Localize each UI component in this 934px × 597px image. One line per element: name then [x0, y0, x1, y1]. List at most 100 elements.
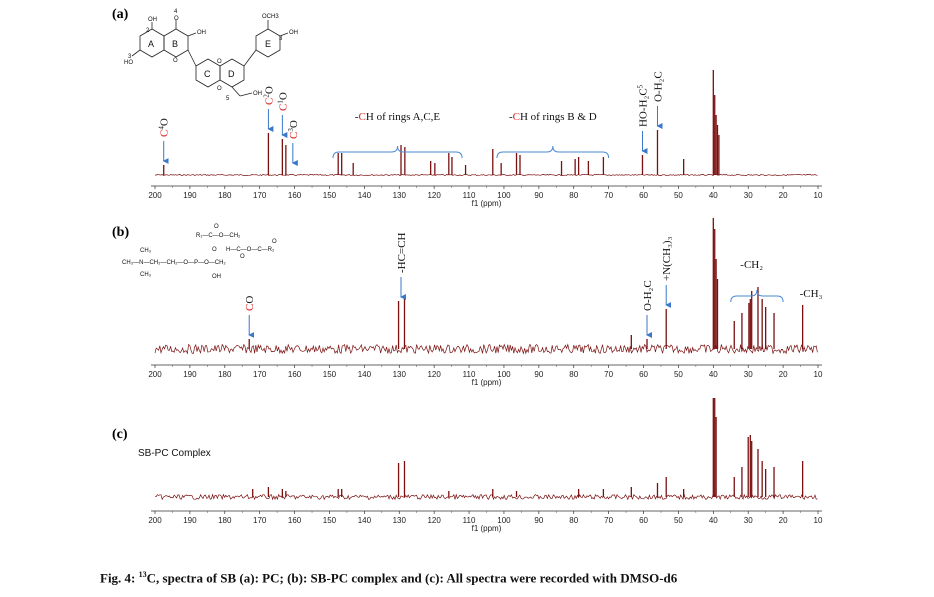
bracket-label-pre: - [509, 111, 513, 123]
struct-text: OH [212, 274, 221, 280]
annotation-text: O-H₂C [642, 280, 654, 311]
annotation-sup: 5 [636, 84, 644, 88]
x-tick-label: 50 [674, 516, 683, 525]
x-tick-label: 50 [674, 370, 683, 379]
peak-annotation: C3O [287, 120, 300, 139]
panel-b-label: (b) [112, 225, 129, 240]
x-tick-label: 140 [358, 516, 372, 525]
x-tick-label: 180 [218, 191, 232, 200]
peak-annotation: HO-H₂C5 [636, 84, 649, 127]
x-tick-label: 70 [604, 191, 613, 200]
x-tick-label: 130 [393, 370, 407, 379]
silybin-structure [131, 20, 289, 97]
panel-a-label: (a) [112, 7, 129, 22]
annotation-text: O-H₂C [652, 71, 664, 102]
peak-annotation: C2O [262, 86, 275, 105]
annotation-rest: O [263, 86, 275, 94]
x-tick-label: 110 [463, 370, 476, 379]
bracket-label-carbon: C [513, 111, 520, 123]
struct-text: O [174, 16, 179, 22]
x-tick-label: 90 [534, 191, 543, 200]
ring-label: C [204, 69, 211, 79]
struct-text: CH₃—N—CH₂—CH₂—O—P—O—CH₂ [122, 260, 226, 266]
peak-annotation: O-H₂C [652, 71, 664, 102]
struct-text: O [212, 247, 217, 253]
x-tick-label: 130 [393, 516, 407, 525]
x-tick-label: 20 [779, 516, 788, 525]
x-tick-label: 170 [253, 191, 267, 200]
x-tick-label: 80 [569, 370, 578, 379]
x-tick-label: 180 [218, 516, 232, 525]
x-tick-label: 200 [148, 370, 162, 379]
group-label: -CH₂ [740, 259, 763, 271]
bracket [332, 145, 463, 159]
silybin-structure-text: OH 4 O OH OCH3 3 OH 2 3 HO O O O OH 5 [124, 9, 298, 102]
x-tick-label: 120 [427, 370, 441, 379]
annotation-sup: 1 [276, 100, 284, 104]
x-tick-label: 40 [709, 191, 718, 200]
peak-annotation: +N(CH₃)₃ [661, 236, 673, 281]
x-tick-label: 100 [497, 370, 511, 379]
annotation-sup: 2 [262, 94, 270, 98]
x-tick-label: 30 [744, 516, 753, 525]
struct-text: O [214, 224, 219, 230]
x-tick-label: 70 [604, 516, 613, 525]
struct-text: 3 [128, 54, 132, 60]
caption-sup: 13 [138, 570, 147, 579]
group-label: -CH₃ [800, 288, 823, 300]
peak-annotation: O-H₂C [642, 280, 654, 311]
x-tick-label: 170 [253, 516, 267, 525]
x-axis-label: f1 (ppm) [472, 199, 502, 208]
bracket-label-rest: H of rings B & D [520, 111, 597, 123]
x-tick-label: 150 [323, 191, 337, 200]
x-tick-label: 30 [744, 191, 753, 200]
ring-label: A [148, 39, 154, 49]
spectrum-baseline [154, 343, 818, 355]
x-tick-label: 150 [323, 370, 337, 379]
caption-text: C, spectra of SB (a): PC; (b): SB-PC com… [146, 570, 678, 586]
ring-label: E [265, 39, 271, 49]
x-tick-label: 30 [744, 370, 753, 379]
annotation-text: HO-H₂C [637, 88, 649, 127]
annotation-rest: O [288, 120, 300, 128]
caption-prefix: Fig. 4: [100, 570, 139, 586]
annotation-rest: O [244, 296, 256, 304]
x-tick-label: 20 [779, 370, 788, 379]
x-tick-label: 80 [569, 516, 578, 525]
annotation-rest: O [159, 118, 171, 126]
x-tick-label: 160 [288, 516, 302, 525]
pc-structure: O R₁—C—O—CH₂ O H—C—O—C—R₂ O CH₃ CH₃—N—CH… [122, 224, 277, 280]
bracket-label-pre: - [355, 111, 359, 123]
spectrum-baseline [154, 493, 818, 501]
struct-text: 2 [146, 28, 150, 34]
annotation-carbon: C [277, 104, 289, 111]
x-tick-label: 160 [288, 191, 302, 200]
bracket-label: -CH of rings A,C,E [355, 111, 441, 123]
x-tick-label: 120 [427, 516, 441, 525]
annotation-rest: O [277, 92, 289, 100]
x-tick-label: 200 [148, 516, 162, 525]
x-tick-label: 200 [148, 191, 162, 200]
x-tick-label: 90 [534, 516, 543, 525]
annotation-sup: 3 [287, 128, 295, 132]
panel-c-title: SB-PC Complex [138, 448, 211, 459]
struct-text: H—C—O—C—R₂ [226, 247, 275, 253]
ring-label: B [172, 39, 178, 49]
struct-text: OH [148, 17, 157, 23]
x-tick-label: 50 [674, 191, 683, 200]
x-tick-label: 60 [639, 370, 648, 379]
peak-annotation: CO [244, 296, 256, 311]
bracket [730, 289, 784, 303]
x-tick-label: 20 [779, 191, 788, 200]
peak-annotation: -HC=CH [396, 233, 408, 273]
x-tick-label: 70 [604, 370, 613, 379]
struct-text: O [272, 239, 277, 245]
struct-text: O [217, 59, 222, 65]
bracket-label-rest: H of rings A,C,E [366, 111, 441, 123]
struct-text: OH [253, 91, 262, 97]
struct-text: CH₃ [140, 248, 152, 254]
x-tick-label: 190 [183, 516, 197, 525]
bracket [496, 145, 610, 159]
annotation-text: +N(CH₃)₃ [661, 236, 673, 281]
x-tick-label: 60 [639, 191, 648, 200]
